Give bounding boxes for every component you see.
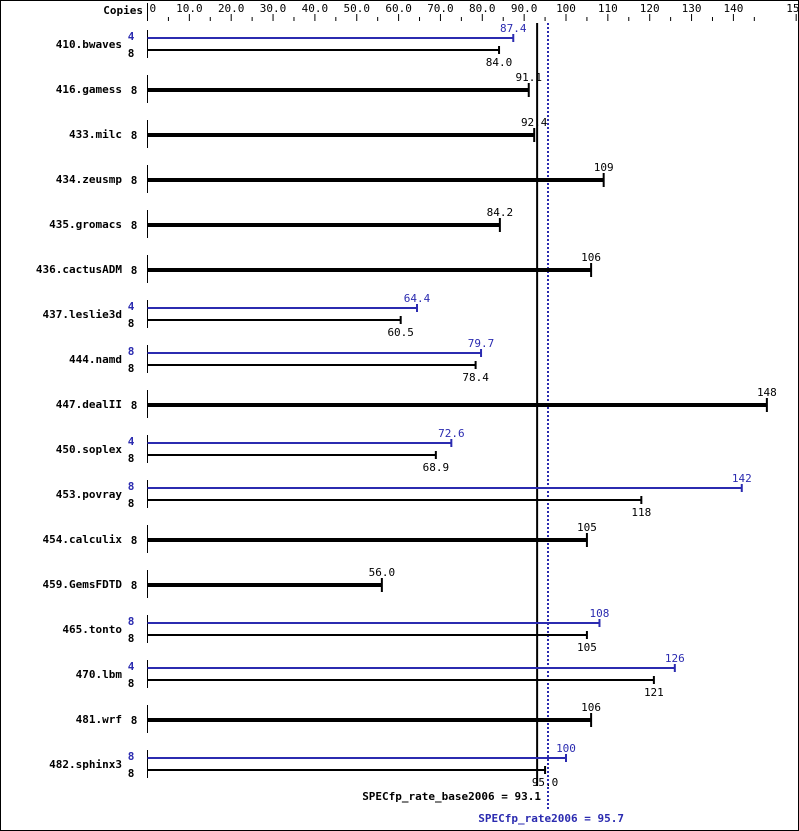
benchmark-name: 482.sphinx3 xyxy=(49,758,122,771)
copies-label-base: 8 xyxy=(128,362,135,375)
benchmark-name: 465.tonto xyxy=(62,623,122,636)
tick-label: 10.0 xyxy=(176,2,203,15)
tick-label: 80.0 xyxy=(469,2,496,15)
tick-label: 0 xyxy=(150,2,157,15)
benchmark-name: 410.bwaves xyxy=(56,38,122,51)
copies-label: 8 xyxy=(131,714,138,727)
value-label-base: 121 xyxy=(644,686,664,699)
tick-label: 110 xyxy=(598,2,618,15)
copies-label-base: 8 xyxy=(128,317,135,330)
copies-header: Copies xyxy=(103,4,143,17)
tick-label: 60.0 xyxy=(385,2,412,15)
copies-label-peak: 8 xyxy=(128,480,135,493)
value-label-peak: 142 xyxy=(732,472,752,485)
benchmark-name: 481.wrf xyxy=(76,713,122,726)
copies-label: 8 xyxy=(131,129,138,142)
benchmark-name: 459.GemsFDTD xyxy=(43,578,123,591)
value-label-base: 118 xyxy=(631,506,651,519)
value-label: 84.2 xyxy=(487,206,514,219)
benchmark-name: 450.soplex xyxy=(56,443,123,456)
benchmark-name: 453.povray xyxy=(56,488,123,501)
tick-label: 30.0 xyxy=(260,2,287,15)
tick-label: 140 xyxy=(723,2,743,15)
value-label-base: 95.0 xyxy=(532,776,559,789)
value-label-base: 60.5 xyxy=(387,326,414,339)
copies-label-peak: 8 xyxy=(128,615,135,628)
tick-label: 40.0 xyxy=(302,2,329,15)
copies-label-base: 8 xyxy=(128,47,135,60)
base-metric-label: SPECfp_rate_base2006 = 93.1 xyxy=(362,790,541,803)
tick-label: 120 xyxy=(640,2,660,15)
benchmark-name: 454.calculix xyxy=(43,533,123,546)
tick-label: 50.0 xyxy=(344,2,371,15)
value-label-peak: 72.6 xyxy=(438,427,465,440)
value-label-peak: 108 xyxy=(590,607,610,620)
copies-label: 8 xyxy=(131,174,138,187)
copies-label-peak: 4 xyxy=(128,30,135,43)
value-label-peak: 87.4 xyxy=(500,22,527,35)
copies-label-base: 8 xyxy=(128,767,135,780)
benchmark-name: 433.milc xyxy=(69,128,122,141)
benchmark-name: 436.cactusADM xyxy=(36,263,122,276)
copies-label-peak: 8 xyxy=(128,345,135,358)
value-label: 92.4 xyxy=(521,116,548,129)
copies-label-peak: 4 xyxy=(128,660,135,673)
copies-label: 8 xyxy=(131,579,138,592)
copies-label-peak: 4 xyxy=(128,300,135,313)
benchmark-name: 416.gamess xyxy=(56,83,122,96)
copies-label-base: 8 xyxy=(128,452,135,465)
tick-label: 90.0 xyxy=(511,2,538,15)
copies-label-base: 8 xyxy=(128,632,135,645)
peak-metric-label: SPECfp_rate2006 = 95.7 xyxy=(478,812,624,825)
copies-label-base: 8 xyxy=(128,497,135,510)
tick-label: 155 xyxy=(786,2,798,15)
copies-label: 8 xyxy=(131,534,138,547)
value-label-peak: 64.4 xyxy=(404,292,431,305)
benchmark-name: 435.gromacs xyxy=(49,218,122,231)
benchmark-name: 444.namd xyxy=(69,353,122,366)
copies-label: 8 xyxy=(131,84,138,97)
value-label: 106 xyxy=(581,701,601,714)
value-label-base: 84.0 xyxy=(486,56,513,69)
value-label-base: 78.4 xyxy=(462,371,489,384)
copies-label: 8 xyxy=(131,264,138,277)
benchmark-name: 447.dealII xyxy=(56,398,122,411)
tick-label: 20.0 xyxy=(218,2,245,15)
tick-label: 70.0 xyxy=(427,2,454,15)
value-label-peak: 79.7 xyxy=(468,337,495,350)
value-label: 148 xyxy=(757,386,777,399)
value-label: 109 xyxy=(594,161,614,174)
copies-label-peak: 4 xyxy=(128,435,135,448)
value-label-peak: 126 xyxy=(665,652,685,665)
tick-label: 130 xyxy=(682,2,702,15)
value-label: 56.0 xyxy=(369,566,396,579)
value-label-peak: 100 xyxy=(556,742,576,755)
copies-label-peak: 8 xyxy=(128,750,135,763)
tick-label: 100 xyxy=(556,2,576,15)
value-label: 106 xyxy=(581,251,601,264)
value-label: 91.1 xyxy=(516,71,543,84)
value-label-base: 105 xyxy=(577,641,597,654)
copies-label: 8 xyxy=(131,399,138,412)
value-label-base: 68.9 xyxy=(423,461,450,474)
value-label: 105 xyxy=(577,521,597,534)
benchmark-name: 437.leslie3d xyxy=(43,308,122,321)
benchmark-name: 470.lbm xyxy=(76,668,123,681)
copies-label: 8 xyxy=(131,219,138,232)
benchmark-name: 434.zeusmp xyxy=(56,173,123,186)
copies-label-base: 8 xyxy=(128,677,135,690)
